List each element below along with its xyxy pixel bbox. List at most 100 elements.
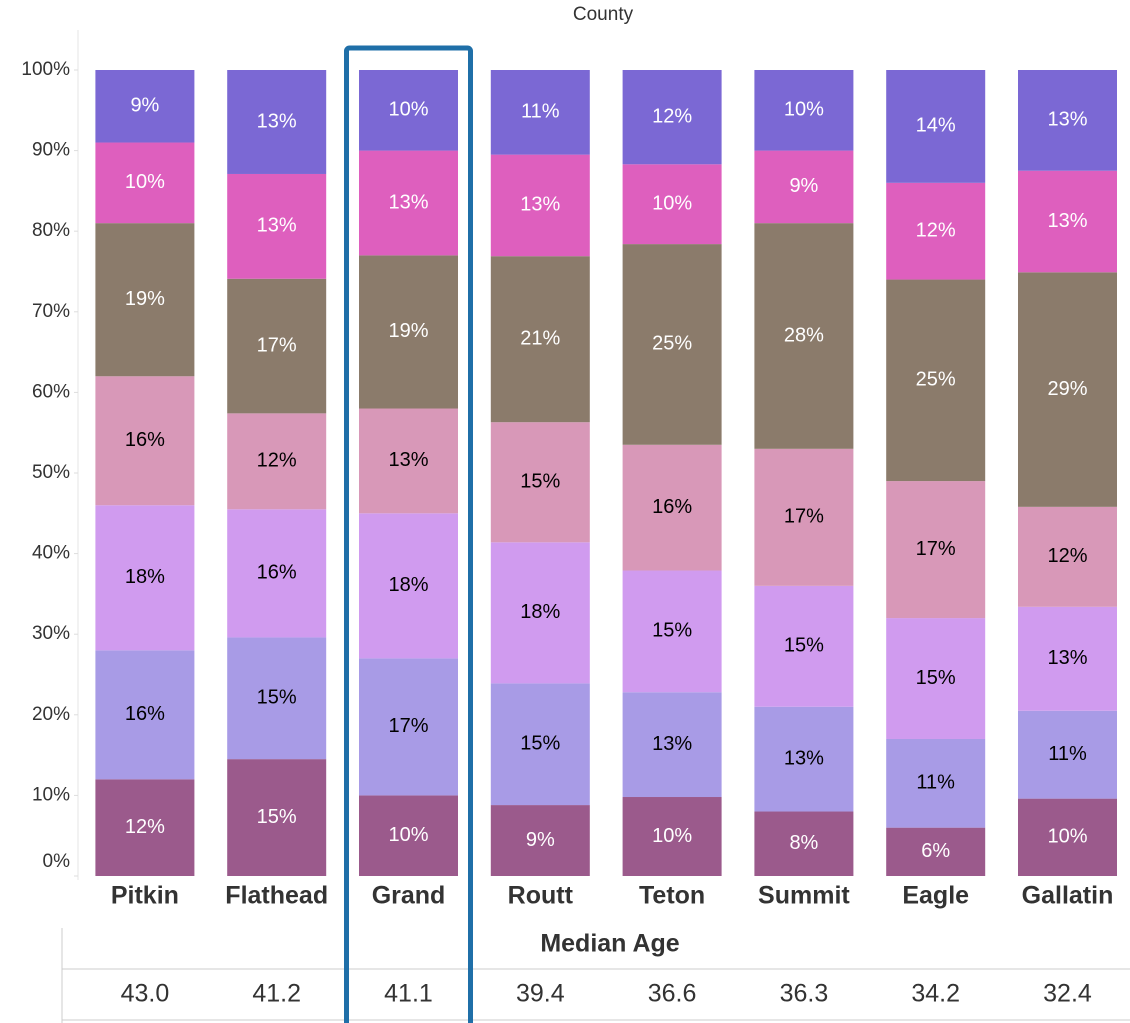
data-label: 13% (520, 194, 560, 216)
data-label: 10% (652, 825, 692, 847)
data-label: 11% (521, 101, 560, 123)
data-label: 18% (520, 601, 560, 623)
table-cell: 41.2 (252, 980, 301, 1008)
y-tick-label: 80% (32, 220, 70, 241)
bar-segment (886, 618, 986, 739)
x-tick-label: Eagle (902, 882, 969, 910)
bar-segment (1018, 70, 1117, 171)
data-label: 12% (916, 219, 956, 241)
bar-segment (622, 570, 722, 693)
bar-segment (359, 408, 458, 514)
bar-segment (886, 279, 986, 482)
data-label: 6% (921, 840, 950, 862)
data-label: 15% (520, 471, 560, 493)
y-tick-label: 0% (43, 851, 71, 872)
data-label: 10% (125, 171, 165, 193)
data-label: 10% (1047, 826, 1087, 848)
data-label: 17% (388, 715, 428, 737)
y-tick-label: 10% (32, 784, 70, 805)
data-label: 19% (125, 288, 165, 310)
bar-segment (227, 278, 327, 414)
x-axis-title: County (573, 4, 634, 25)
table-cell: 32.4 (1043, 980, 1092, 1008)
data-label: 13% (1047, 109, 1087, 131)
bar-segment (754, 585, 854, 707)
y-tick-label: 90% (32, 140, 70, 161)
x-tick-label: Teton (639, 882, 705, 910)
data-label: 21% (520, 327, 560, 349)
bar-segment (886, 70, 986, 183)
bar-segment (754, 448, 854, 586)
y-tick-label: 20% (32, 704, 70, 725)
bar-segment (95, 142, 195, 224)
bar-segment (359, 513, 458, 659)
bar-segment (1018, 272, 1117, 507)
data-label: 16% (125, 703, 165, 725)
data-label: 9% (789, 175, 818, 197)
bar-segment (359, 795, 458, 876)
data-label: 17% (257, 334, 297, 356)
bar-segment (95, 779, 195, 876)
bar-segment (359, 658, 458, 796)
table-cell: 36.6 (648, 980, 697, 1008)
data-label: 13% (257, 110, 297, 132)
y-tick-label: 100% (21, 59, 70, 80)
data-label: 15% (257, 806, 297, 828)
data-label: 9% (130, 95, 159, 117)
data-label: 19% (388, 320, 428, 342)
bar-segment (227, 413, 327, 510)
bar-segment (95, 223, 195, 377)
bar-segment (95, 70, 195, 143)
bar-segment (1018, 710, 1117, 799)
bar-segment (95, 376, 195, 506)
data-label: 16% (652, 496, 692, 518)
x-tick-label: Summit (758, 882, 850, 910)
data-label: 13% (1047, 647, 1087, 669)
bar-segment (1018, 606, 1117, 711)
x-tick-label: Pitkin (111, 882, 179, 910)
data-label: 17% (784, 506, 824, 528)
bar-segment (754, 150, 854, 224)
data-label: 16% (257, 562, 297, 584)
data-label: 12% (257, 450, 297, 472)
table-cell: 39.4 (516, 980, 565, 1008)
data-label: 17% (916, 538, 956, 560)
data-label: 25% (652, 333, 692, 355)
x-tick-label: Flathead (225, 882, 328, 910)
x-tick-label: Routt (508, 882, 574, 910)
data-label: 13% (388, 191, 428, 213)
data-label: 12% (1047, 545, 1087, 567)
data-label: 18% (388, 574, 428, 596)
bar-segment (754, 223, 854, 449)
data-label: 15% (784, 635, 824, 657)
bar-segment (490, 683, 590, 806)
bar-segment (359, 70, 458, 151)
highlight-box (344, 45, 473, 1023)
bar-segment (754, 811, 854, 876)
x-tick-label: Gallatin (1022, 882, 1114, 910)
table-cell: 34.2 (911, 980, 960, 1008)
bar-segment (622, 164, 722, 245)
data-label: 9% (526, 829, 555, 851)
data-label: 15% (916, 667, 956, 689)
bar-segment (95, 505, 195, 651)
x-tick-label: Grand (372, 882, 446, 910)
bar-segment (490, 805, 590, 876)
data-label: 11% (1048, 743, 1087, 765)
bar-segment (227, 637, 327, 760)
data-label: 14% (916, 115, 956, 137)
bar-segment (227, 173, 327, 279)
bar-segment (490, 154, 590, 257)
table-cell: 41.1 (384, 980, 433, 1008)
bar-segment (622, 692, 722, 798)
data-label: 16% (125, 429, 165, 451)
bar-segment (227, 759, 327, 876)
bar-segment (227, 70, 327, 174)
data-label: 10% (388, 824, 428, 846)
data-label: 10% (652, 192, 692, 214)
bar-segment (1018, 170, 1117, 273)
bar-segment (622, 70, 722, 165)
bar-segment (622, 244, 722, 445)
data-label: 12% (652, 105, 692, 127)
